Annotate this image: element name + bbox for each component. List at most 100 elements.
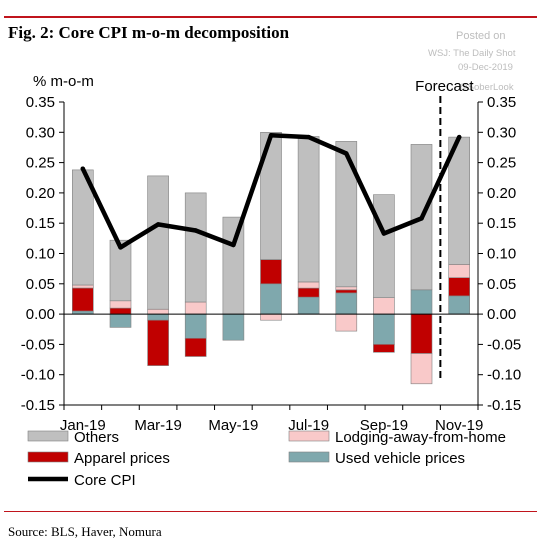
y-tick-label-right: 0.15 (487, 215, 516, 232)
bar-used-vehicle-prices-jun-19 (260, 283, 282, 315)
core-cpi-point-apr-19 (193, 228, 198, 233)
bar-lodging-away-from-home-mar-19 (147, 308, 169, 315)
bar-apparel-prices-jun-19 (260, 259, 282, 285)
y-tick-label-left: 0.00 (26, 306, 55, 323)
y-tick-label-left: 0.15 (26, 215, 55, 232)
y-tick-label-right: -0.05 (487, 336, 521, 353)
bars-layer (72, 132, 471, 385)
core-cpi-point-mar-19 (155, 222, 161, 227)
core-cpi-point-jul-19 (306, 134, 311, 140)
y-tick-label-right: 0.25 (487, 155, 516, 172)
line-layer (80, 133, 462, 250)
bar-lodging-away-from-home-aug-19 (335, 313, 358, 332)
source-note: Source: BLS, Haver, Nomura (8, 524, 162, 539)
core-cpi-point-feb-19 (118, 245, 123, 250)
bar-lodging-away-from-home-aug-19 (335, 286, 358, 291)
y-tick-label-right: -0.15 (487, 397, 521, 414)
y-tick-label-left: -0.10 (21, 367, 55, 384)
bar-apparel-prices-nov-19 (448, 277, 471, 297)
legend-swatch-others (27, 430, 69, 442)
bar-others-apr-19 (184, 192, 207, 303)
watermark-source: WSJ: The Daily Shot (428, 48, 516, 59)
bar-others-mar-19 (147, 175, 169, 310)
y-axis-label: % m-o-m (33, 73, 94, 90)
core-cpi-point-jan-19 (80, 166, 86, 171)
bar-apparel-prices-feb-19 (109, 307, 132, 315)
bar-others-jul-19 (297, 136, 320, 283)
bar-lodging-away-from-home-sep-19 (373, 297, 395, 315)
bar-others-jun-19 (260, 132, 282, 260)
watermark-handle: @SoberLook (458, 82, 514, 93)
legend-label-others: Others (74, 429, 119, 446)
bar-lodging-away-from-home-jan-19 (72, 284, 94, 289)
bar-used-vehicle-prices-nov-19 (448, 295, 471, 315)
legend-label-core-cpi: Core CPI (74, 472, 136, 489)
bar-apparel-prices-aug-19 (335, 289, 358, 294)
y-tick-label-left: 0.25 (26, 155, 55, 172)
core-cpi-point-oct-19 (419, 216, 424, 221)
watermark-posted: Posted on (456, 30, 506, 42)
legend-swatch-used-vehicle-prices (288, 451, 330, 463)
legend-swatch-apparel-prices (27, 451, 69, 463)
bar-used-vehicle-prices-mar-19 (147, 313, 169, 321)
bar-lodging-away-from-home-oct-19 (410, 353, 433, 385)
x-tick-label-mar-19: Mar-19 (134, 417, 182, 434)
y-tick-label-left: 0.05 (26, 276, 55, 293)
bar-used-vehicle-prices-apr-19 (184, 313, 207, 339)
x-tick-label-nov-19: Nov-19 (435, 417, 483, 434)
bar-used-vehicle-prices-jul-19 (297, 296, 320, 315)
legend-swatch-lodging-away-from-home (288, 430, 330, 442)
y-tick-label-left: 0.10 (26, 246, 55, 263)
y-tick-label-right: 0.20 (487, 185, 516, 202)
y-tick-label-right: 0.10 (487, 246, 516, 263)
bar-others-sep-19 (373, 194, 395, 298)
x-tick-label-jan-19: Jan-19 (60, 417, 106, 434)
y-tick-label-right: 0.00 (487, 306, 516, 323)
core-cpi-point-aug-19 (344, 151, 349, 156)
bar-apparel-prices-jan-19 (72, 287, 94, 312)
bar-used-vehicle-prices-sep-19 (373, 313, 395, 345)
y-tick-label-right: 0.35 (487, 94, 516, 111)
bar-lodging-away-from-home-apr-19 (184, 301, 207, 315)
legend-label-apparel-prices: Apparel prices (74, 450, 170, 467)
y-tick-label-right: -0.10 (487, 367, 521, 384)
x-tick-label-jul-19: Jul-19 (288, 417, 329, 434)
bar-apparel-prices-oct-19 (410, 313, 433, 354)
bar-apparel-prices-sep-19 (373, 344, 395, 353)
figure-title: Fig. 2: Core CPI m-o-m decomposition (8, 23, 290, 42)
legend-label-lodging-away-from-home: Lodging-away-from-home (335, 429, 506, 446)
bar-apparel-prices-mar-19 (147, 319, 169, 366)
y-tick-label-left: 0.35 (26, 94, 55, 111)
axes-layer: 0.35 0.35 0.30 0.30 0.25 0.25 0.20 0.20 0.15 0.15… (21, 73, 521, 434)
watermark-date: 09-Dec-2019 (458, 62, 513, 73)
bar-others-may-19 (222, 216, 245, 315)
top-rule (4, 16, 537, 18)
x-tick-label-may-19: May-19 (208, 417, 258, 434)
bottom-rule (4, 511, 537, 512)
bar-lodging-away-from-home-jul-19 (297, 281, 320, 289)
bar-used-vehicle-prices-aug-19 (335, 292, 358, 315)
bar-used-vehicle-prices-feb-19 (109, 313, 132, 328)
bar-used-vehicle-prices-oct-19 (410, 289, 433, 315)
bar-others-feb-19 (109, 239, 132, 302)
y-tick-label-right: 0.30 (487, 124, 516, 141)
cpi-decomposition-chart: 0.35 0.35 0.30 0.30 0.25 0.25 0.20 0.20 0.15 0.15… (21, 73, 521, 489)
bar-lodging-away-from-home-nov-19 (448, 264, 471, 278)
y-tick-label-right: 0.05 (487, 276, 516, 293)
legend: Others Lodging-away-from-home Apparel pric… (27, 429, 506, 489)
forecast-label: Forecast (415, 78, 474, 95)
bar-apparel-prices-jul-19 (297, 287, 320, 298)
x-tick-label-sep-19: Sep-19 (360, 417, 408, 434)
core-cpi-point-nov-19 (457, 134, 462, 140)
core-cpi-point-may-19 (231, 242, 236, 248)
bar-used-vehicle-prices-may-19 (222, 313, 245, 341)
y-tick-label-left: 0.20 (26, 185, 55, 202)
core-cpi-point-sep-19 (381, 231, 387, 236)
legend-label-used-vehicle-prices: Used vehicle prices (335, 450, 465, 467)
y-tick-label-left: -0.05 (21, 336, 55, 353)
bar-lodging-away-from-home-feb-19 (109, 300, 132, 309)
bar-apparel-prices-apr-19 (184, 337, 207, 357)
y-tick-label-left: 0.30 (26, 124, 55, 141)
y-tick-label-left: -0.15 (21, 397, 55, 414)
bar-others-aug-19 (335, 141, 358, 288)
